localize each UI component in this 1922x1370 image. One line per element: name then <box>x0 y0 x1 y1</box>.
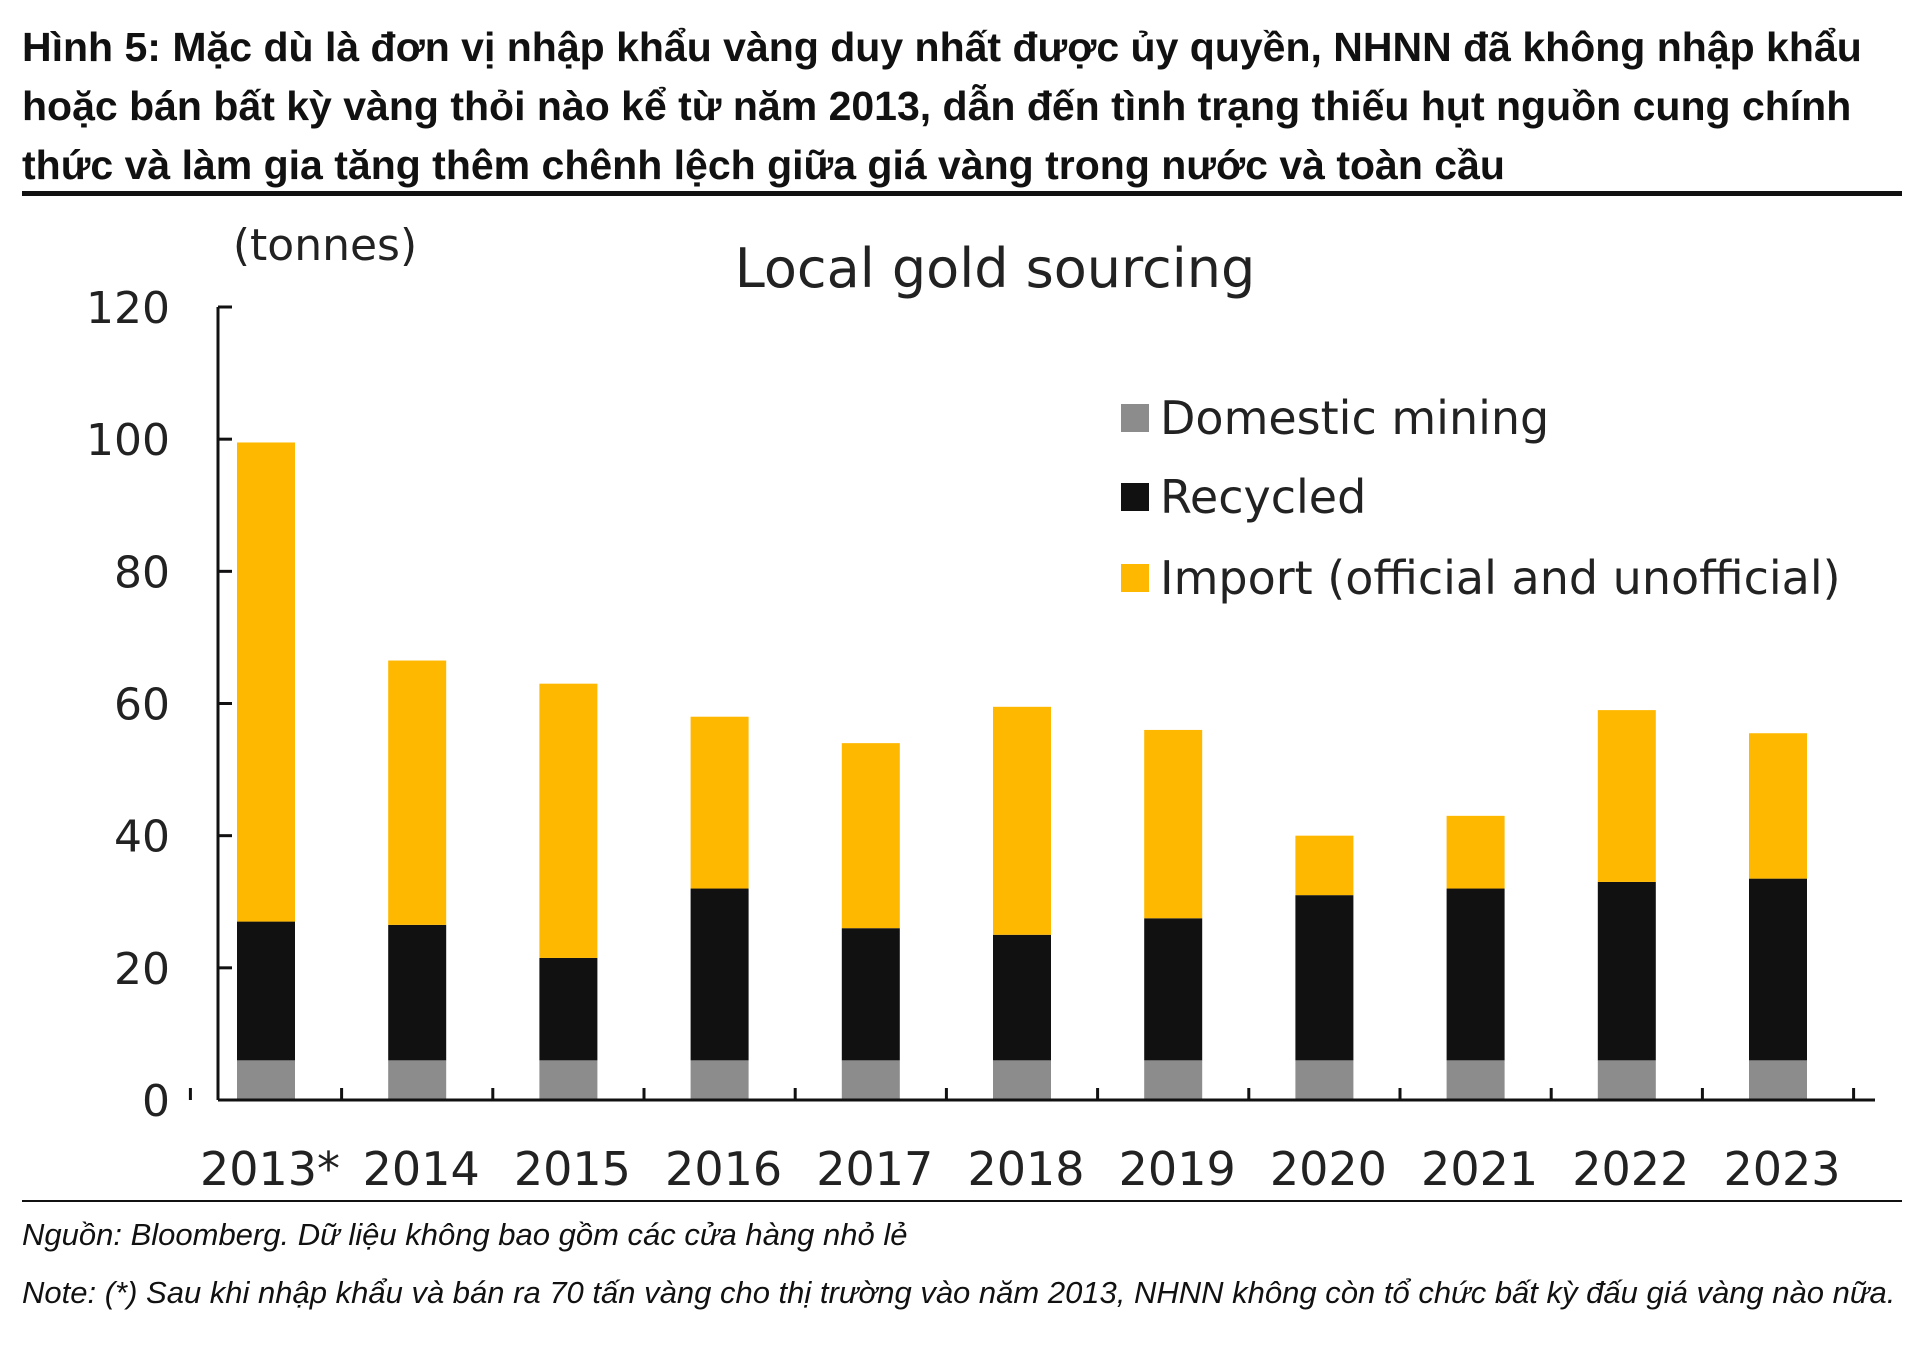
figure-title: Hình 5: Mặc dù là đơn vị nhập khẩu vàng … <box>22 24 1862 188</box>
bar-segment-recycled-2015 <box>539 957 598 1061</box>
bar-segment-import-2023 <box>1749 733 1807 879</box>
bar-segment-import-2013 <box>237 442 295 922</box>
bar-segment-recycled-2014 <box>388 924 447 1061</box>
chart-legend: Domestic mining Recycled Import (official … <box>1121 391 1841 605</box>
bar-segment-import-2021 <box>1446 815 1505 889</box>
y-tick-label: 80 <box>114 547 170 598</box>
legend-swatch-import <box>1121 564 1149 592</box>
bar-segment-recycled-2019 <box>1144 918 1203 1061</box>
x-tick-label: 2020 <box>1270 1142 1387 1196</box>
bar-segment-domestic-2017 <box>841 1060 900 1100</box>
y-tick-label: 0 <box>142 1076 170 1127</box>
bars-layer <box>237 442 1807 1100</box>
bar-segment-import-2017 <box>841 743 900 929</box>
bar-segment-import-2014 <box>388 660 447 925</box>
bar-segment-recycled-2021 <box>1446 888 1505 1061</box>
bar-segment-recycled-2023 <box>1749 878 1807 1061</box>
bar-segment-import-2015 <box>539 683 598 958</box>
source-note: Nguồn: Bloomberg. Dữ liệu không bao gồm … <box>22 1217 908 1252</box>
footnote: Note: (*) Sau khi nhập khẩu và bán ra 70… <box>22 1275 1896 1310</box>
bar-segment-domestic-2015 <box>539 1060 598 1100</box>
bar-segment-import-2020 <box>1295 835 1354 896</box>
x-tick-label: 2015 <box>514 1142 631 1196</box>
bar-segment-domestic-2018 <box>993 1060 1051 1100</box>
x-tick-label: 2018 <box>967 1142 1084 1196</box>
x-tick-label: 2016 <box>665 1142 782 1196</box>
axes-layer: 0 20 40 60 80 100 120 2013* 2014 2015 2016 2017 2018… <box>86 283 1875 1196</box>
bar-segment-domestic-2023 <box>1749 1060 1807 1100</box>
legend-swatch-domestic <box>1121 404 1149 432</box>
bar-segment-recycled-2013 <box>237 921 295 1061</box>
bar-segment-recycled-2016 <box>690 888 749 1061</box>
y-axis-unit-label: (tonnes) <box>233 220 417 271</box>
x-tick-label: 2021 <box>1421 1142 1538 1196</box>
x-tick-label: 2013* <box>200 1142 340 1196</box>
stacked-bar-chart: Local gold sourcing (tonnes) 0 20 40 60 80 10… <box>86 220 1875 1196</box>
bar-segment-domestic-2020 <box>1295 1060 1354 1100</box>
y-tick-label: 100 <box>86 415 170 466</box>
bar-segment-import-2016 <box>690 716 749 889</box>
y-tick-label: 20 <box>114 944 170 995</box>
bar-segment-recycled-2017 <box>841 928 900 1061</box>
bar-segment-recycled-2020 <box>1295 895 1354 1061</box>
y-tick-label: 60 <box>114 680 170 731</box>
bar-segment-domestic-2022 <box>1597 1060 1656 1100</box>
bar-segment-recycled-2018 <box>993 934 1051 1061</box>
x-tick-label: 2023 <box>1723 1142 1840 1196</box>
bar-segment-import-2018 <box>993 706 1051 935</box>
legend-label: Import (official and unofficial) <box>1160 551 1841 605</box>
x-tick-label: 2019 <box>1119 1142 1236 1196</box>
y-tick-label: 40 <box>114 812 170 863</box>
bar-segment-domestic-2019 <box>1144 1060 1203 1100</box>
x-tick-label: 2017 <box>816 1142 933 1196</box>
x-tick-label: 2022 <box>1572 1142 1689 1196</box>
x-tick-label: 2014 <box>363 1142 480 1196</box>
bar-segment-domestic-2014 <box>388 1060 447 1100</box>
bar-segment-domestic-2013 <box>237 1060 295 1100</box>
chart-title: Local gold sourcing <box>735 237 1256 300</box>
legend-label: Domestic mining <box>1160 391 1549 445</box>
title-underline <box>22 191 1902 196</box>
legend-swatch-recycled <box>1121 483 1149 511</box>
y-tick-label: 120 <box>86 283 170 334</box>
footer-divider <box>22 1200 1902 1202</box>
bar-segment-import-2019 <box>1144 729 1203 919</box>
bar-segment-domestic-2016 <box>690 1060 749 1100</box>
bar-segment-domestic-2021 <box>1446 1060 1505 1100</box>
bar-segment-recycled-2022 <box>1597 881 1656 1061</box>
bar-segment-import-2022 <box>1597 710 1656 882</box>
legend-label: Recycled <box>1160 470 1366 524</box>
